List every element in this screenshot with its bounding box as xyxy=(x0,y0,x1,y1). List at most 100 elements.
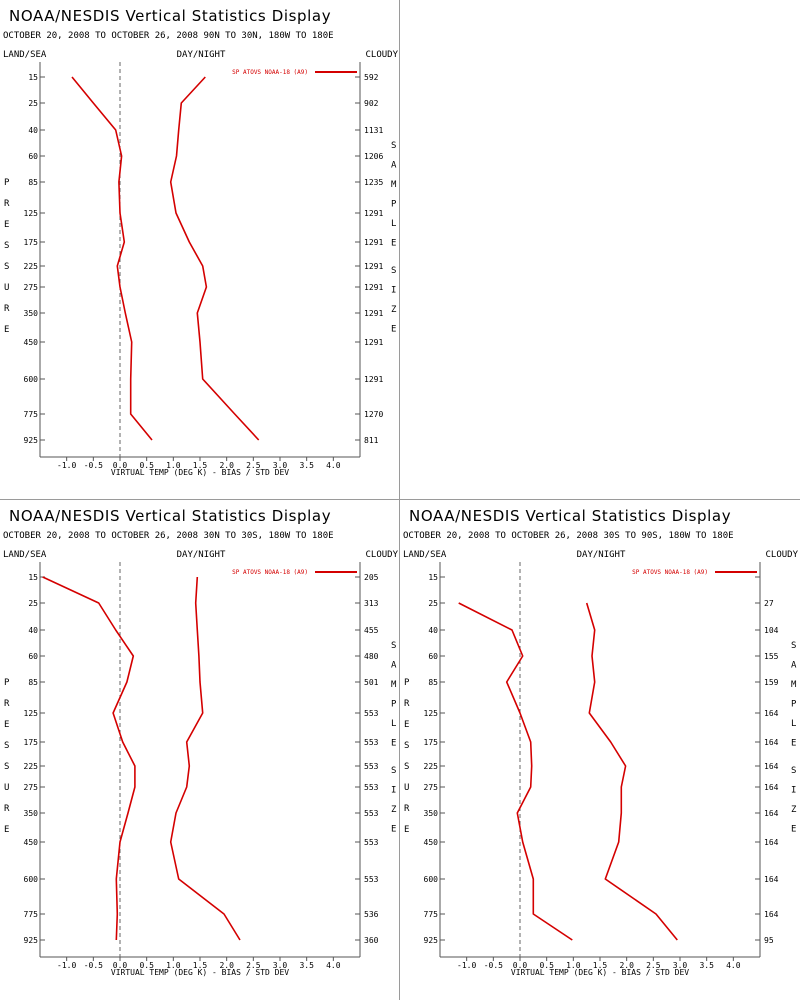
sample-axis-letter: E xyxy=(791,739,796,749)
sample-axis-letter: E xyxy=(391,825,396,835)
x-tick-label: -0.5 xyxy=(484,961,503,970)
legend-label: SP ATOVS NOAA-18 (A9) xyxy=(232,69,308,76)
chart-svg: NOAA/NESDIS Vertical Statistics Display O… xyxy=(403,507,799,977)
pressure-level-label: 15 xyxy=(28,573,38,582)
std-dev-series-line xyxy=(169,76,260,441)
pressure-level-label: 40 xyxy=(28,126,38,135)
sample-axis-letter: S xyxy=(791,766,796,776)
chart-title: NOAA/NESDIS Vertical Statistics Display xyxy=(409,507,731,525)
sample-size-value: 1291 xyxy=(364,309,383,318)
x-axis-label: VIRTUAL TEMP (DEG K) - BIAS / STD DEV xyxy=(111,968,289,977)
pressure-axis-letter: R xyxy=(404,804,410,814)
x-tick-label: 3.0 xyxy=(273,961,288,970)
pressure-level-label: 275 xyxy=(24,283,39,292)
pressure-level-label: 15 xyxy=(428,573,438,582)
pressure-level-label: 600 xyxy=(24,875,39,884)
sample-size-value: 1291 xyxy=(364,238,383,247)
sample-axis-letter: P xyxy=(391,200,397,210)
pressure-level-label: 175 xyxy=(24,738,39,747)
pressure-axis-letter: R xyxy=(4,304,10,314)
sample-axis-letter: M xyxy=(391,180,397,190)
pressure-level-label: 60 xyxy=(28,152,38,161)
sample-size-value: 553 xyxy=(364,783,379,792)
x-tick-label: 0.0 xyxy=(513,961,528,970)
sample-axis-letter: S xyxy=(391,641,396,651)
sample-size-value: 553 xyxy=(364,709,379,718)
bias-series-line xyxy=(42,576,136,941)
sample-size-value: 1291 xyxy=(364,262,383,271)
x-tick-label: 3.5 xyxy=(699,961,714,970)
pressure-level-label: 600 xyxy=(424,875,439,884)
pressure-level-label: 85 xyxy=(28,178,38,187)
sample-axis-letter: Z xyxy=(791,805,797,815)
sample-size-value: 164 xyxy=(764,762,779,771)
pressure-axis-letter: S xyxy=(404,762,409,772)
sample-axis-letter: E xyxy=(391,739,396,749)
x-tick-label: -1.0 xyxy=(57,461,76,470)
x-tick-label: -1.0 xyxy=(457,961,476,970)
pressure-level-label: 775 xyxy=(24,910,39,919)
x-tick-label: 2.0 xyxy=(219,961,234,970)
horizontal-divider xyxy=(0,499,800,500)
x-tick-label: 4.0 xyxy=(326,461,341,470)
pressure-level-label: 15 xyxy=(28,73,38,82)
sample-size-value: 164 xyxy=(764,838,779,847)
sample-size-value: 1291 xyxy=(364,375,383,384)
sample-size-value: 1270 xyxy=(364,410,383,419)
pressure-axis-letter: E xyxy=(4,220,9,230)
sample-size-value: 1206 xyxy=(364,152,383,161)
sample-size-value: 164 xyxy=(764,809,779,818)
pressure-level-label: 25 xyxy=(28,99,38,108)
pressure-level-label: 925 xyxy=(424,936,439,945)
cloudy-label: CLOUDY xyxy=(365,50,398,60)
x-tick-label: 0.5 xyxy=(139,961,154,970)
pressure-axis-letter: P xyxy=(4,678,10,688)
day-night-label: DAY/NIGHT xyxy=(577,550,626,560)
sample-axis-letter: A xyxy=(791,661,797,671)
x-tick-label: 3.0 xyxy=(673,961,688,970)
x-tick-label: 0.0 xyxy=(113,461,128,470)
sample-axis-letter: S xyxy=(391,766,396,776)
pressure-axis-letter: E xyxy=(4,720,9,730)
sample-size-value: 159 xyxy=(764,678,779,687)
sample-axis-letter: M xyxy=(391,680,397,690)
std-dev-series-line xyxy=(169,576,241,941)
sample-size-value: 480 xyxy=(364,652,379,661)
sample-axis-letter: P xyxy=(391,700,397,710)
vertical-divider xyxy=(399,0,400,1000)
chart-subtitle: OCTOBER 20, 2008 TO OCTOBER 26, 2008 30N… xyxy=(3,531,334,541)
pressure-level-label: 40 xyxy=(428,626,438,635)
sample-axis-letter: S xyxy=(791,641,796,651)
sample-size-value: 1235 xyxy=(364,178,383,187)
sample-axis-letter: E xyxy=(391,239,396,249)
sample-size-value: 1291 xyxy=(364,283,383,292)
sample-axis-letter: M xyxy=(791,680,797,690)
pressure-level-label: 450 xyxy=(24,338,39,347)
cloudy-label: CLOUDY xyxy=(365,550,398,560)
x-axis-label: VIRTUAL TEMP (DEG K) - BIAS / STD DEV xyxy=(511,968,689,977)
chart-panel-tropics: NOAA/NESDIS Vertical Statistics Display O… xyxy=(0,500,400,1000)
sample-size-value: 313 xyxy=(364,599,379,608)
sample-size-value: 1131 xyxy=(364,126,383,135)
x-tick-label: 2.5 xyxy=(646,961,661,970)
sample-axis-letter: Z xyxy=(391,805,397,815)
x-tick-label: 1.5 xyxy=(193,461,208,470)
pressure-level-label: 25 xyxy=(28,599,38,608)
pressure-level-label: 60 xyxy=(28,652,38,661)
day-night-label: DAY/NIGHT xyxy=(177,550,226,560)
sample-axis-letter: I xyxy=(391,286,396,296)
sample-axis-letter: P xyxy=(791,700,797,710)
land-sea-label: LAND/SEA xyxy=(403,550,447,560)
x-tick-label: 2.0 xyxy=(619,961,634,970)
sample-size-value: 164 xyxy=(764,875,779,884)
sample-axis-letter: A xyxy=(391,661,397,671)
pressure-axis-letter: S xyxy=(4,762,9,772)
sample-axis-letter: I xyxy=(391,786,396,796)
sample-size-value: 553 xyxy=(364,838,379,847)
sample-size-value: 164 xyxy=(764,910,779,919)
pressure-axis-letter: E xyxy=(4,325,9,335)
sample-size-value: 553 xyxy=(364,762,379,771)
pressure-axis-letter: E xyxy=(404,720,409,730)
sample-size-value: 553 xyxy=(364,875,379,884)
sample-size-value: 104 xyxy=(764,626,779,635)
